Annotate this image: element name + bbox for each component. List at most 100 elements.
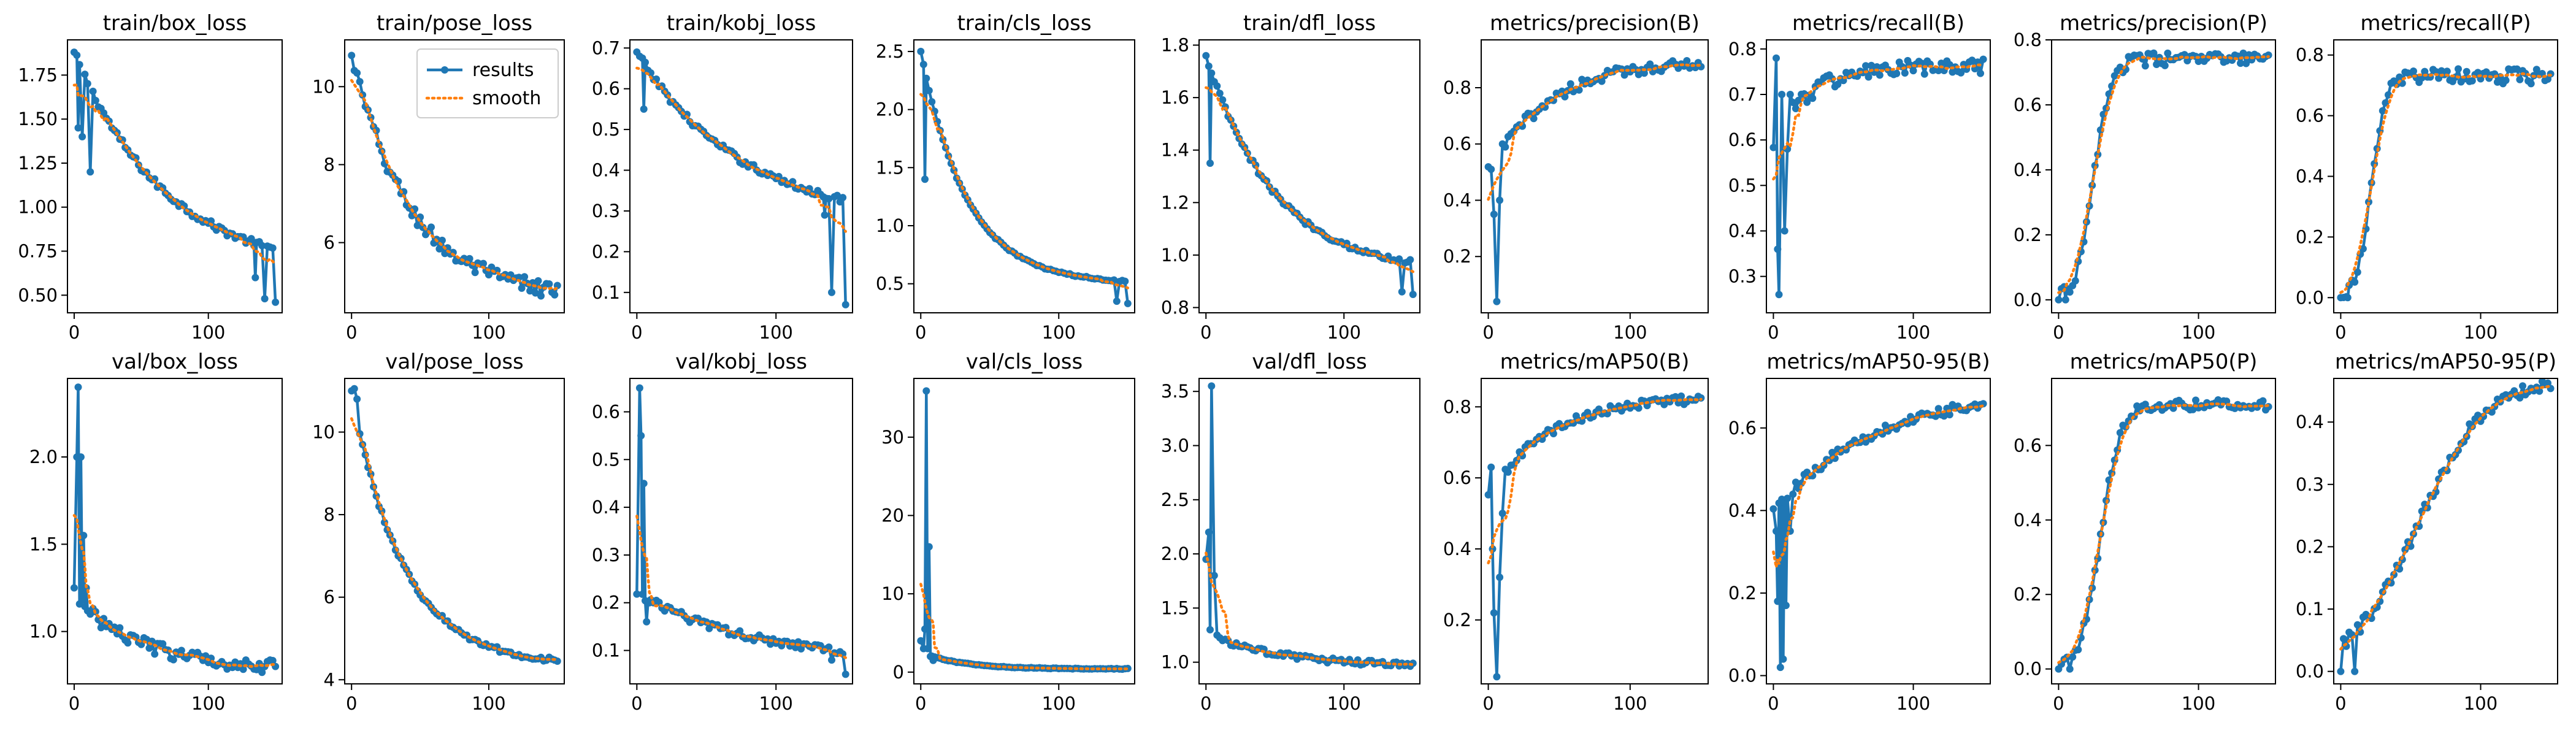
data-point [350,385,358,393]
series-line-smooth [2057,402,2270,664]
data-point [1496,196,1504,204]
data-point [2061,296,2069,304]
data-point [1834,80,1842,88]
y-tick-label: 1.5 [876,157,904,178]
axes-frame [344,378,565,684]
series-line-smooth [72,83,277,266]
y-tick-label: 1.8 [1161,35,1189,56]
data-point [2192,396,2199,404]
data-point [1828,448,1836,456]
data-point [2516,75,2524,83]
data-point [1934,405,1942,413]
y-tick-label: 2.5 [876,41,904,62]
data-point [177,646,185,654]
x-tick-label: 100 [191,322,225,343]
data-point [1809,94,1817,102]
x-tick-label: 100 [1896,322,1930,343]
legend: results smooth [416,48,559,118]
series-line-smooth [350,417,559,661]
y-tick-label: 0.3 [592,201,620,221]
series-line-results [73,51,277,302]
y-tick-label: 0.2 [1443,246,1471,267]
y-tick-label: 0.3 [2296,474,2324,495]
y-tick-label: 0.1 [592,640,620,661]
data-point [1769,505,1777,513]
data-point [2237,59,2244,67]
axes-frame [344,39,565,313]
data-point [1920,70,1928,78]
data-point [169,656,177,664]
data-point [2116,429,2124,437]
y-tick-label: 1.5 [29,534,58,554]
data-point [1776,664,1784,672]
y-tick-label: 0.4 [592,160,620,181]
data-point [145,644,153,652]
y-tick-label: 4 [324,669,335,690]
panel-metrics-map50-95-b: metrics/mAP50-95(B) 0 100 0.0 0.2 0.4 0.6 [1728,350,1991,714]
x-tick-label: 100 [1042,693,1076,714]
y-tick-label: 2.0 [876,99,904,120]
y-tick-label: 0.5 [592,119,620,140]
data-point [1490,609,1498,617]
panel-title-train-kobj-loss: train/kobj_loss [667,11,816,36]
axes-frame [2333,378,2558,684]
data-point [1213,82,1221,90]
data-point [828,288,835,296]
x-tick-label: 0 [2053,693,2064,714]
data-point [2164,49,2172,57]
axes-frame [2333,39,2558,313]
x-tick-label: 100 [2182,693,2215,714]
y-tick-label: 0.3 [592,545,620,565]
panel-metrics-map50-95-p: metrics/mAP50-95(P) 0 100 0.0 0.1 0.2 0.3 0.4 [2296,350,2558,714]
panel-val-pose-loss: val/pose_loss 0 100 4 6 8 10 [312,350,565,714]
data-point [239,665,247,673]
x-tick-label: 100 [1327,693,1361,714]
y-tick-label: 0.2 [2296,226,2324,247]
data-point [80,532,88,540]
data-point [1789,490,1797,498]
plot-area-train-kobj-loss [633,48,849,309]
axes-frame [1198,39,1420,313]
legend-marker-results [441,66,448,74]
x-tick-label: 0 [1200,693,1211,714]
data-point [2519,382,2526,390]
y-tick-label: 1.2 [1161,192,1189,213]
data-point [1938,59,1945,67]
panel-val-box-loss: val/box_loss 0 100 1.0 1.5 2.0 [29,350,283,714]
y-tick-label: 1.4 [1161,140,1189,161]
data-point [1773,527,1780,535]
panel-val-dfl-loss: val/dfl_loss 0 100 1.0 1.5 2.0 2.5 3.0 3.5 [1161,350,1420,714]
data-point [767,640,775,648]
x-tick-label: 100 [1327,322,1361,343]
data-point [841,670,849,678]
data-point [1501,143,1509,151]
data-point [917,47,925,55]
data-point [2482,68,2490,76]
x-tick-label: 0 [1768,322,1779,343]
plot-area-metrics-precision-b [1484,57,1705,305]
data-point [79,132,86,140]
y-tick-label: 2.0 [1161,543,1189,564]
x-tick-label: 100 [1613,693,1647,714]
data-point [348,52,356,59]
data-point [2344,294,2352,302]
data-point [75,61,83,69]
data-point [1395,255,1403,263]
panel-title-metrics-precision-p: metrics/precision(P) [2060,11,2267,36]
data-point [480,259,487,267]
data-point [1660,401,1668,408]
plot-area-val-box-loss [70,383,280,677]
data-point [86,168,94,176]
y-tick-label: 0.2 [592,592,620,613]
data-point [2239,49,2247,57]
data-point [1493,297,1501,305]
y-tick-label: 0.4 [2296,412,2324,432]
data-point [1210,572,1218,580]
axes-frame [2051,378,2276,684]
data-point [2421,67,2429,75]
y-tick-label: 0.8 [2296,45,2324,66]
y-tick-label: 0.75 [18,241,58,262]
y-tick-label: 0.0 [2014,659,2042,680]
data-point [2410,67,2417,75]
data-point [427,223,435,231]
